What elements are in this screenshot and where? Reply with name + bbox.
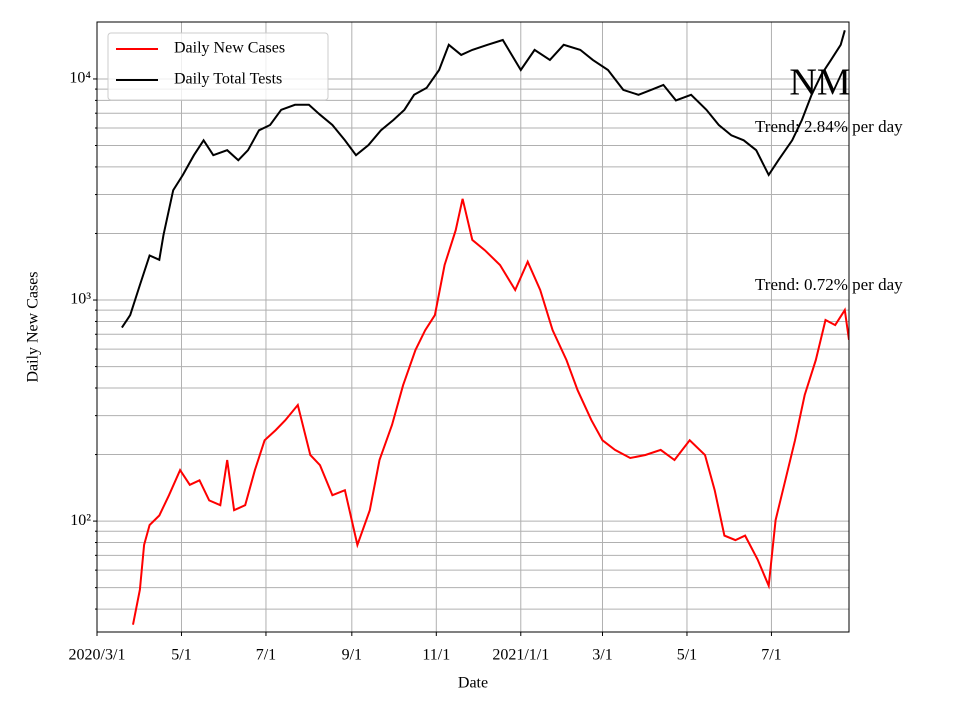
legend: Daily New Cases Daily Total Tests (107, 32, 329, 101)
x-tick-label: 2021/1/1 (492, 647, 549, 664)
y-tick-label: 10⁴ (69, 70, 91, 87)
y-tick-label: 10³ (70, 291, 91, 308)
y-axis-label: Daily New Cases (25, 271, 42, 382)
annotation: Trend: 2.84% per day (755, 117, 903, 136)
x-tick-label: 5/1 (171, 647, 191, 664)
x-tick-label: 3/1 (592, 647, 612, 664)
x-tick-label: 7/1 (761, 647, 781, 664)
series-line (121, 30, 846, 329)
x-tick-label: 5/1 (677, 647, 697, 664)
legend-label: Daily New Cases (174, 40, 285, 57)
x-tick-label: 2020/3/1 (69, 647, 126, 664)
x-tick-label: 7/1 (256, 647, 276, 664)
y-tick-label: 10² (70, 512, 91, 529)
chart-title: NM (789, 62, 850, 104)
annotation: Trend: 0.72% per day (755, 275, 903, 294)
x-axis-label: Date (458, 675, 488, 692)
x-tick-label: 11/1 (422, 647, 450, 664)
legend-box (107, 32, 329, 101)
plot-frame (96, 21, 850, 633)
x-tick-label: 9/1 (342, 647, 362, 664)
legend-label: Daily Total Tests (174, 71, 282, 88)
series-line (132, 198, 849, 625)
